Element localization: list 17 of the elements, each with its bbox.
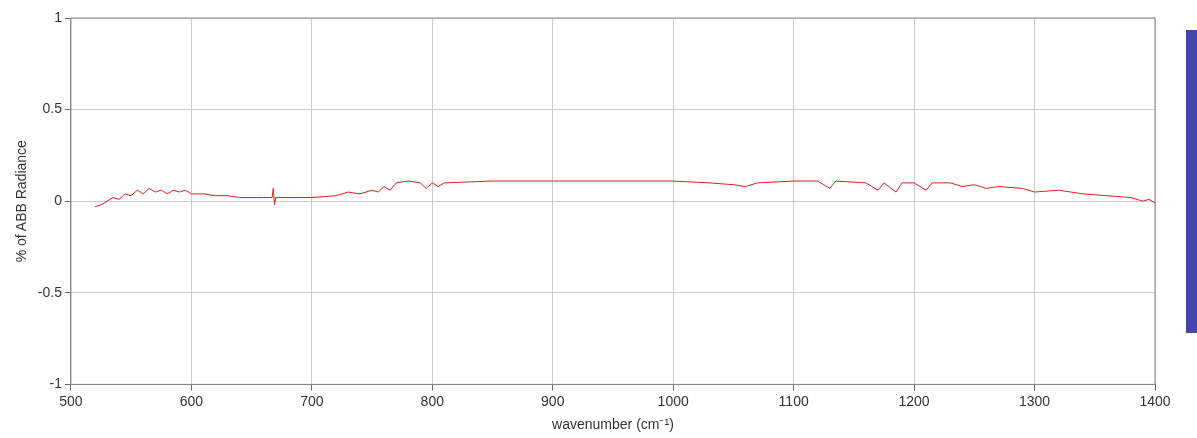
y-tick-label: 0 — [54, 192, 63, 209]
y-tick-label: 1 — [54, 8, 63, 25]
x-axis-title: wavenumber (cm⁻¹) — [551, 416, 674, 433]
x-tick-label: 600 — [179, 392, 204, 409]
x-tick-label: 1100 — [778, 392, 809, 409]
y-tick-label: 0.5 — [42, 100, 63, 117]
y-tick-label: -0.5 — [37, 283, 63, 300]
y-axis-title: % of ABB Radiance — [13, 139, 30, 263]
x-tick-label: 900 — [541, 392, 565, 409]
x-tick-label: 1400 — [1139, 392, 1171, 409]
x-tick-label: 1300 — [1018, 392, 1051, 409]
y-tick-label: -1 — [49, 375, 63, 392]
x-tick-label: 500 — [59, 392, 83, 409]
x-tick-label: 1000 — [657, 392, 689, 409]
x-tick-label: 1200 — [898, 392, 930, 409]
x-tick-label: 800 — [420, 392, 445, 409]
x-tick-label: 700 — [300, 392, 324, 409]
